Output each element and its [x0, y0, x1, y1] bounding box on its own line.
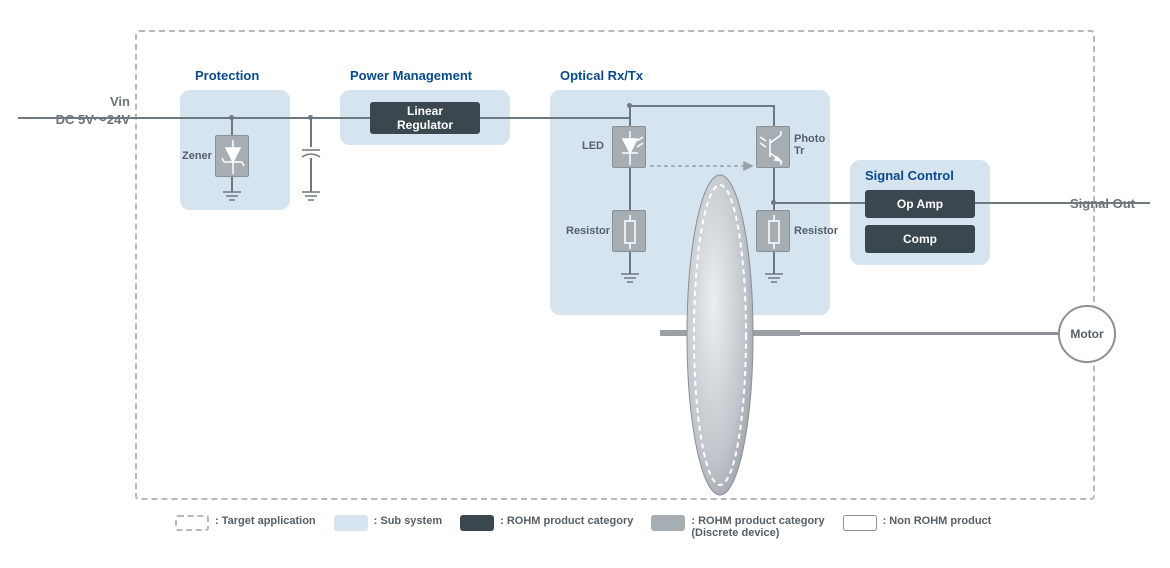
legend: : Target application : Sub system : ROHM… [175, 515, 991, 539]
resistor-right-label: Resistor [794, 225, 838, 237]
photo-tr-box[interactable] [756, 126, 790, 168]
protection-title: Protection [195, 68, 259, 83]
legend-target: : Target application [175, 515, 316, 531]
motor-node: Motor [1058, 305, 1116, 363]
led-box[interactable] [612, 126, 646, 168]
motor-label: Motor [1070, 327, 1103, 341]
signal-out-label: Signal Out [1070, 196, 1135, 211]
vin-line1: Vin [110, 94, 130, 109]
wire-signal-h1 [773, 202, 865, 204]
legend-subsystem: : Sub system [334, 515, 442, 531]
zener-icon [216, 136, 250, 178]
resistor-left-label: Resistor [566, 225, 610, 237]
wire-led-mid [629, 168, 631, 210]
zener-label: Zener [182, 150, 212, 162]
resistor-icon [757, 211, 791, 253]
wire-led-gnd [629, 252, 631, 274]
junction-dot [771, 200, 776, 205]
junction-dot [627, 103, 632, 108]
linear-regulator-box[interactable]: Linear Regulator [370, 102, 480, 134]
wire-signal-out [975, 202, 1150, 204]
vin-label: Vin DC 5V～24V [20, 94, 130, 128]
ground-icon [763, 272, 785, 286]
photo-tr-label: Photo Tr [794, 133, 825, 157]
power-management-title: Power Management [350, 68, 472, 83]
op-amp-box[interactable]: Op Amp [865, 190, 975, 218]
phototr-icon [757, 127, 791, 169]
optical-title: Optical Rx/Tx [560, 68, 643, 83]
ground-icon [619, 272, 641, 286]
capacitor-icon [298, 145, 324, 163]
legend-discrete: : ROHM product category (Discrete device… [651, 515, 824, 539]
zener-box[interactable] [215, 135, 249, 177]
junction-dot [229, 115, 234, 120]
resistor-right-box[interactable] [756, 210, 790, 252]
wire-photo-gnd [773, 252, 775, 274]
led-label: LED [582, 140, 604, 152]
wire-reg-optical [480, 117, 630, 119]
junction-dot [308, 115, 313, 120]
legend-non-rohm: : Non ROHM product [843, 515, 992, 531]
resistor-left-box[interactable] [612, 210, 646, 252]
resistor-icon [613, 211, 647, 253]
encoder-disc-icon [680, 170, 760, 500]
wire-cap-up [310, 117, 312, 147]
diagram-canvas: Vin DC 5V～24V Signal Out Protection Powe… [0, 0, 1170, 568]
wire-cap-down [310, 158, 312, 192]
comp-box[interactable]: Comp [865, 225, 975, 253]
ground-icon [221, 190, 243, 204]
wire-photo-down [773, 105, 775, 126]
wire-optical-top [629, 105, 774, 107]
wire-vin-main [18, 117, 370, 119]
legend-category: : ROHM product category [460, 515, 633, 531]
ground-icon [300, 190, 322, 204]
vin-line2: DC 5V～24V [56, 112, 130, 127]
signal-control-title: Signal Control [865, 168, 954, 183]
led-icon [613, 127, 647, 169]
